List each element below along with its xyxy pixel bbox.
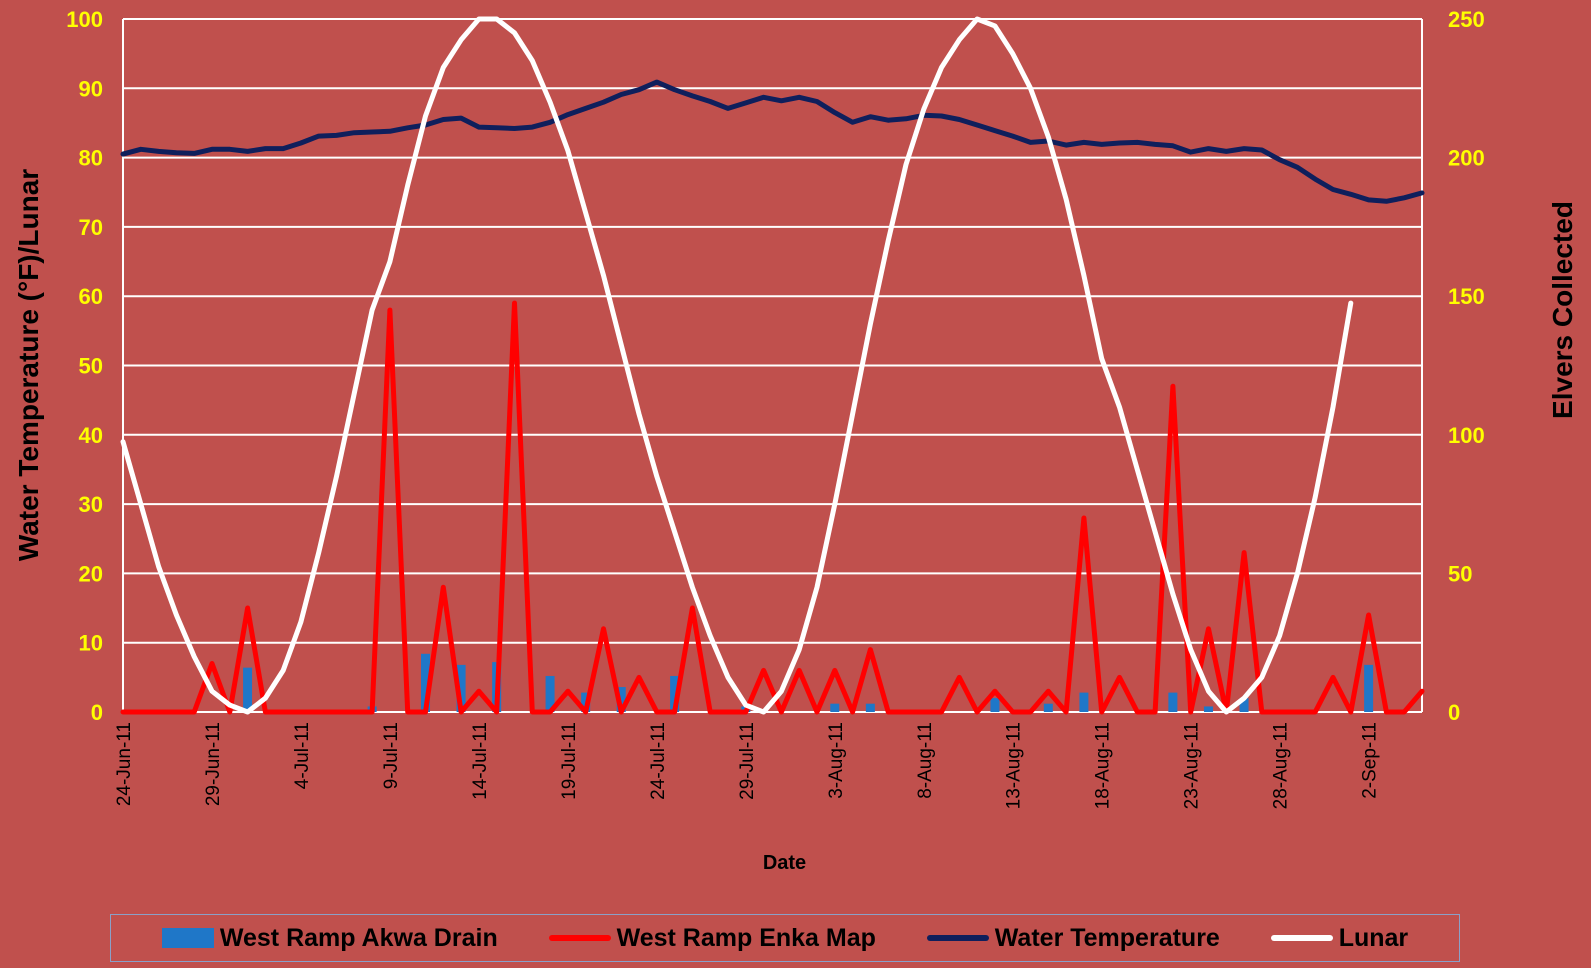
y-left-tick-label: 40 [79,423,103,448]
bar-akwa [243,667,253,712]
line-lunar [120,16,1354,715]
x-tick-label: 28-Aug-11 [1271,722,1292,809]
legend-label-water: Water Temperature [994,923,1220,952]
bar-akwa [865,703,875,712]
legend-item-water: Water Temperature [926,923,1220,953]
legend-label-enka: West Ramp Enka Map [616,923,876,952]
bar-akwa [1043,703,1053,712]
legend-item-akwa: West Ramp Akwa Drain [161,923,498,953]
y-left-axis-title: Water Temperature (°F)/Lunar [13,169,44,561]
y-left-tick-label: 0 [91,700,103,725]
legend-swatch-enka [548,935,611,941]
x-tick-label: 2-Sep-11 [1360,722,1381,799]
y-right-tick-label: 0 [1448,700,1460,725]
y-left-tick-label: 50 [79,354,103,379]
bar-akwa [1203,706,1213,712]
line-enka [120,300,1425,715]
legend-swatch-akwa [161,928,214,948]
bar-akwa [830,703,840,712]
y-right-tick-label: 100 [1448,423,1485,448]
legend-label-lunar: Lunar [1338,923,1409,952]
x-tick-label: 24-Jun-11 [114,722,135,806]
x-tick-label: 8-Aug-11 [915,722,936,799]
legend-item-enka: West Ramp Enka Map [548,923,876,953]
line-water-temperature [120,79,1425,204]
x-axis-title: Date [763,852,806,874]
x-tick-label: 24-Jul-11 [648,722,669,800]
legend-label-akwa: West Ramp Akwa Drain [219,923,498,952]
y-left-tick-label: 60 [79,284,103,309]
y-left-tick-label: 80 [79,146,103,171]
legend: West Ramp Akwa Drain West Ramp Enka Map … [110,914,1460,962]
y-right-tick-label: 150 [1448,284,1485,309]
x-tick-label: 13-Aug-11 [1004,722,1025,809]
legend-swatch-lunar [1270,935,1333,941]
bar-akwa [1168,692,1178,712]
legend-item-lunar: Lunar [1270,923,1409,953]
x-tick-label: 29-Jun-11 [203,722,224,806]
y-left-tick-label: 90 [79,76,103,101]
legend-swatch-water [926,935,989,941]
x-tick-label: 14-Jul-11 [470,722,491,800]
bar-akwa [990,698,1000,712]
bar-akwa [1079,692,1089,712]
x-tick-label: 9-Jul-11 [381,722,402,789]
bar-akwa [545,675,555,712]
y-left-tick-label: 100 [66,7,103,32]
bar-akwa [616,687,626,712]
x-tick-label: 3-Aug-11 [826,722,847,799]
x-tick-label: 29-Jul-11 [737,722,758,800]
x-tick-label: 19-Jul-11 [559,722,580,800]
bar-akwa [670,675,680,712]
y-left-tick-label: 20 [79,561,103,586]
y-right-tick-label: 200 [1448,146,1485,171]
x-tick-label: 18-Aug-11 [1093,722,1114,809]
bar-akwa [456,664,466,712]
bar-akwa [1364,664,1374,712]
y-left-tick-label: 30 [79,492,103,517]
x-tick-label: 23-Aug-11 [1182,722,1203,809]
y-left-tick-label: 70 [79,215,103,240]
bar-akwa [421,653,431,712]
bar-akwa [1239,698,1249,712]
x-tick-label: 4-Jul-11 [292,722,313,789]
y-right-tick-label: 50 [1448,561,1472,586]
y-right-axis-title: Elvers Collected [1547,201,1578,419]
y-right-tick-label: 250 [1448,7,1485,32]
y-left-tick-label: 10 [79,631,103,656]
